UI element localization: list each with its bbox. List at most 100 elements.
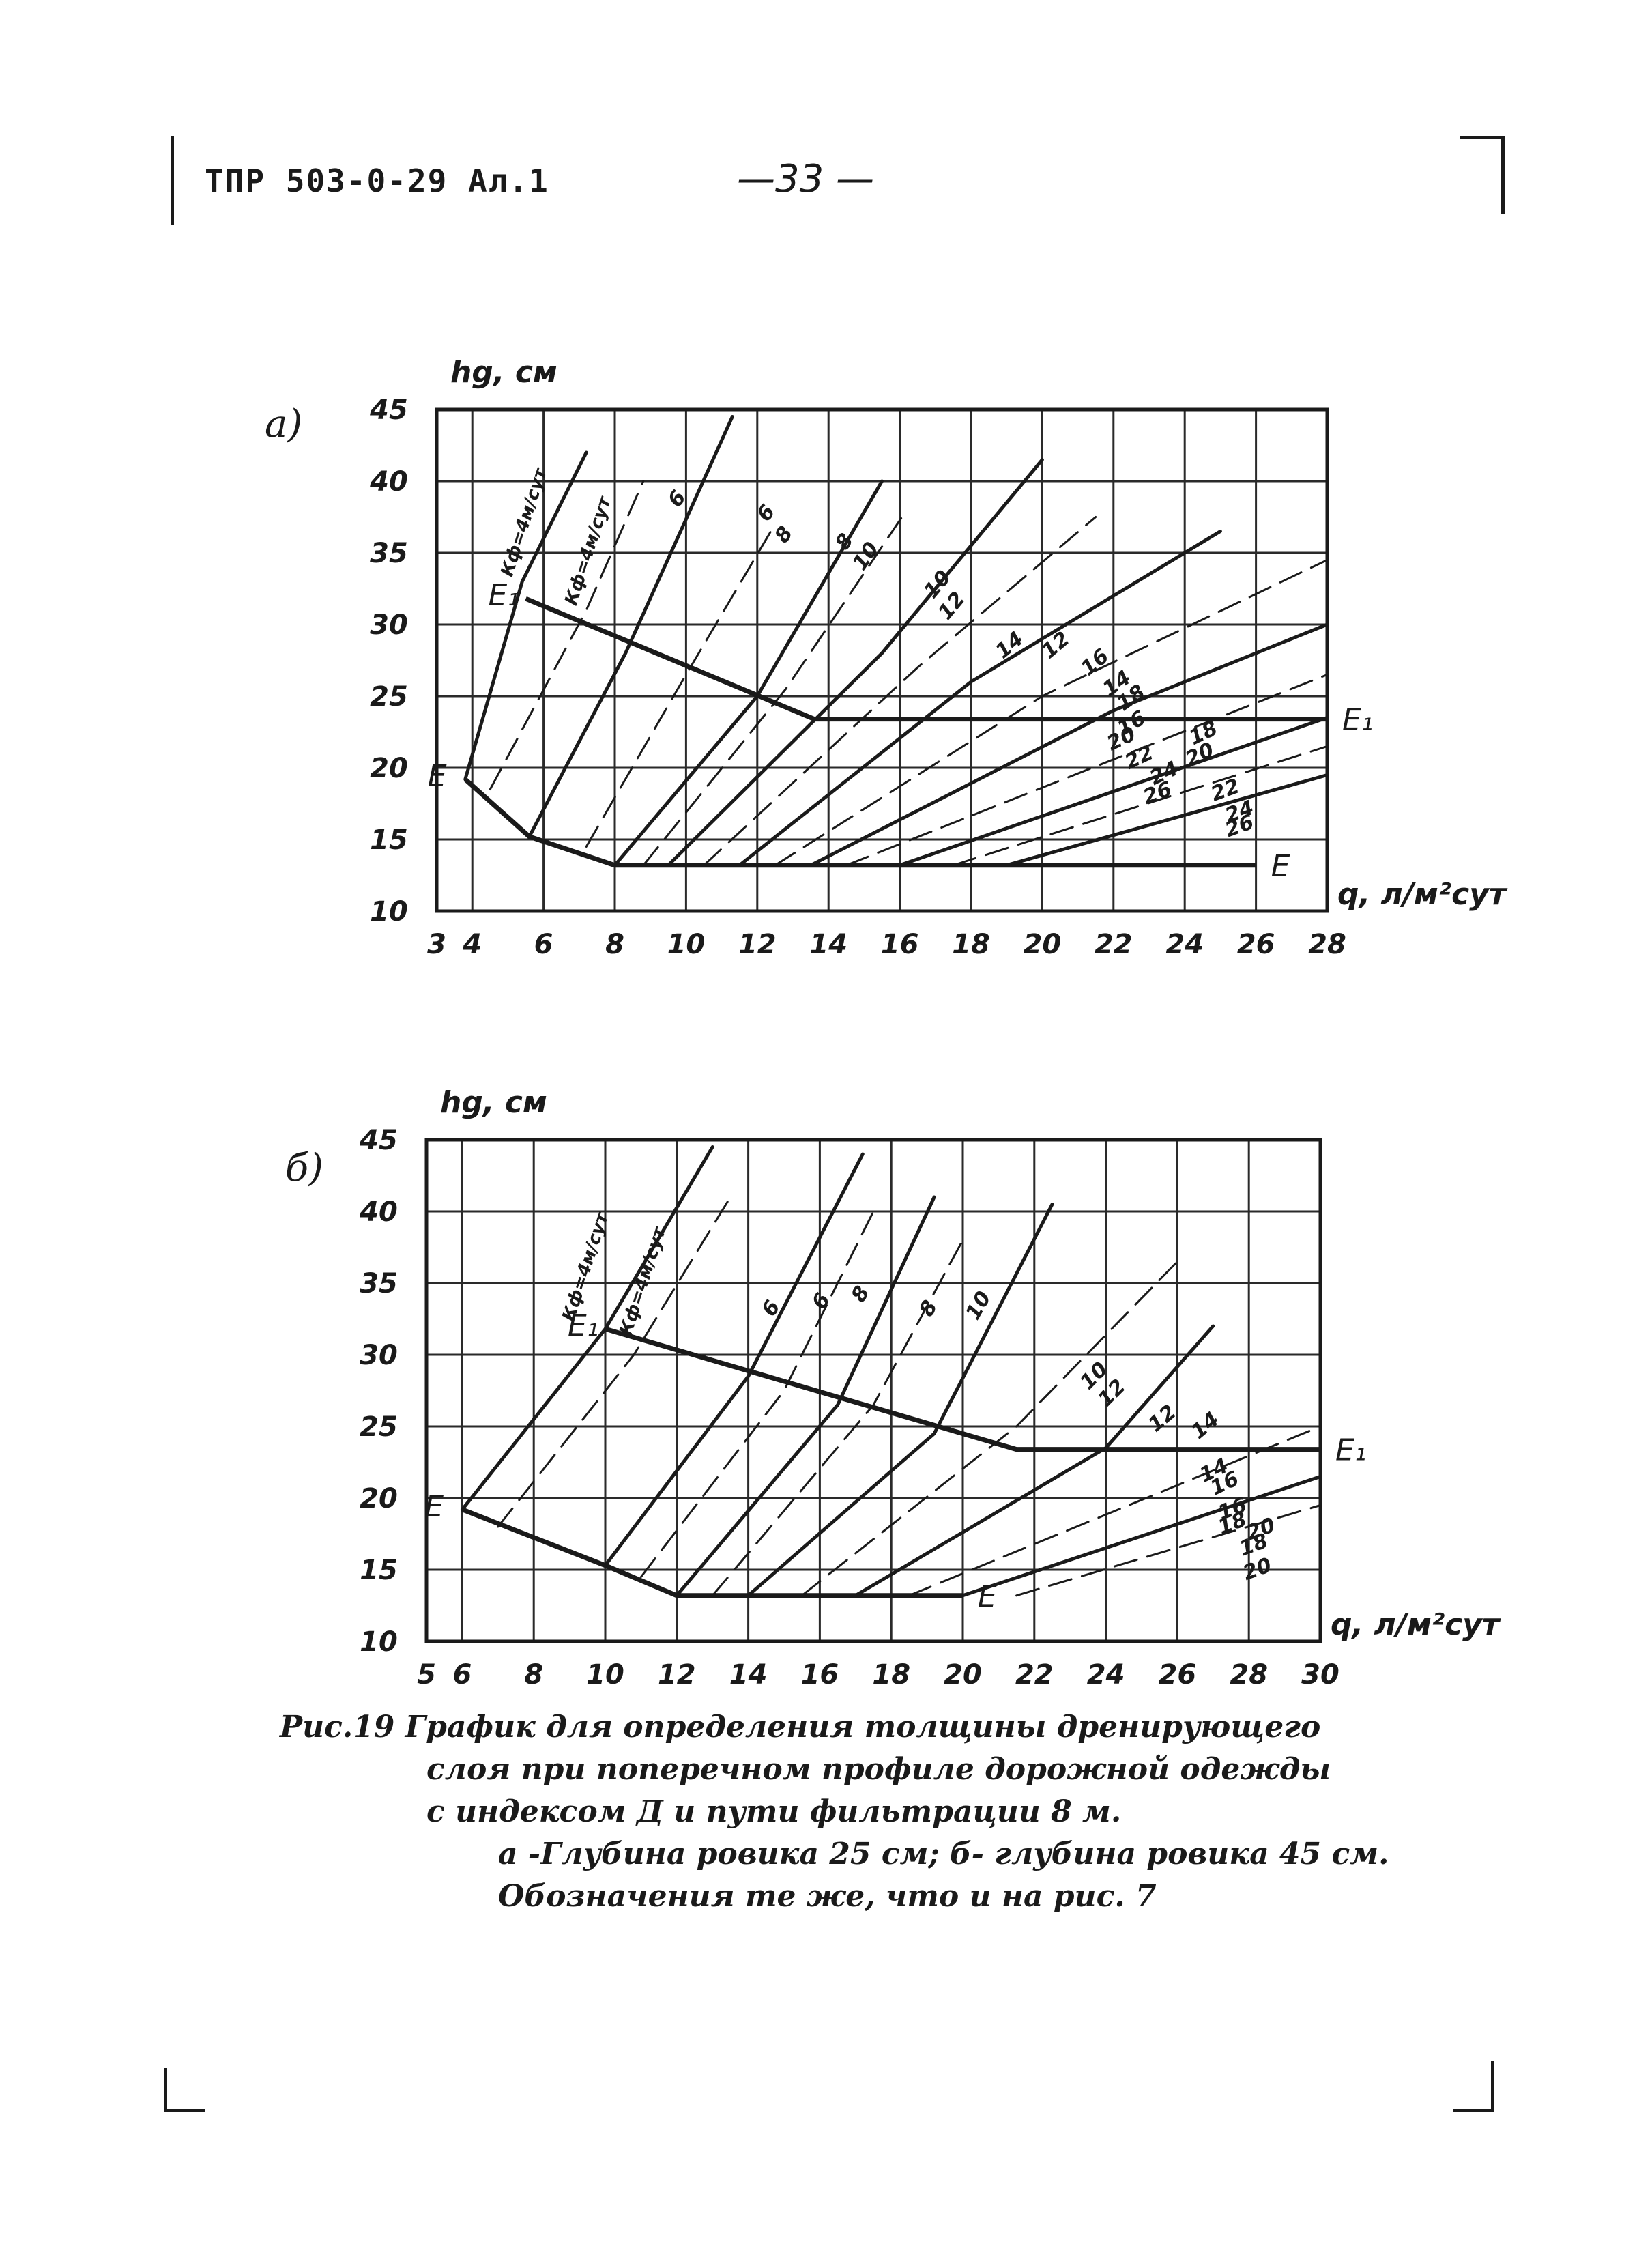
panel-a-series-line-3: [585, 523, 777, 848]
panel-b-xtick-label: 10: [586, 1659, 624, 1691]
panel-a-series-line-0: [463, 450, 588, 781]
panel-b-curve-label-2: 6: [757, 1296, 785, 1321]
caption-line-5: Обозначения те же, что и на рис. 7: [498, 1879, 1157, 1914]
panel-b-series-line-5: [711, 1239, 964, 1597]
panel-b-ytick-label: 30: [360, 1340, 398, 1371]
panel-a-xtick-label: 4: [462, 929, 482, 960]
panel-b-xtick-label: 8: [524, 1659, 543, 1691]
panel-b-series-line-7: [800, 1261, 1178, 1597]
corner-mark-bottom-right: [1453, 2061, 1494, 2112]
panel-a-series-line-14: [1004, 773, 1329, 867]
panel-a-series-line-10: [809, 622, 1329, 867]
corner-mark-bottom-left: [164, 2068, 205, 2112]
panel-b-xtick-label: 28: [1230, 1659, 1268, 1691]
panel-a-xtick-label: 14: [809, 929, 847, 960]
panel-b-frame: [424, 1138, 1322, 1643]
panel-b-boundary-label-end: E: [978, 1579, 997, 1614]
panel-b-xtick-label: 16: [801, 1659, 839, 1691]
panel-b-boundary-label-start: E: [424, 1489, 444, 1524]
panel-b-curve-label-10: 14: [1187, 1407, 1223, 1444]
panel-b-boundary-label-start: E₁: [568, 1308, 598, 1343]
panel-a-ytick-label: 30: [370, 609, 408, 641]
panel-b-ytick-label: 20: [360, 1483, 398, 1514]
chart-a: а) 3 4 6 8 10 12 14 16 18 20 22 24 26 28 10 15 20 25 30 35 40…: [265, 355, 1508, 960]
panel-a-xtick-label: 26: [1237, 929, 1275, 960]
panel-a-xtick-label: 3: [427, 929, 446, 960]
panel-b-boundary-label-end: E₁: [1335, 1433, 1366, 1468]
panel-b-series-line-10: [961, 1475, 1322, 1598]
panel-b-ytick-label: 35: [360, 1268, 398, 1299]
panel-a-boundary-line-0: [525, 596, 1327, 722]
panel-a-ytick-label: 35: [370, 538, 408, 569]
panel-a-xtick-label: 6: [534, 929, 553, 960]
corner-mark-top-left: [171, 136, 222, 225]
panel-b-series-line-9: [908, 1425, 1322, 1597]
panel-b-curve-label-3: 6: [807, 1289, 835, 1314]
panel-a-series-line-8: [738, 530, 1222, 867]
panel-a-series-line-12: [898, 716, 1329, 867]
panel-a-label: а): [265, 402, 302, 446]
panel-b-series-line-3: [639, 1210, 875, 1578]
panel-b-curve-label-1: Кф=4м/сут: [615, 1224, 670, 1338]
panel-b-xtick-label: 12: [658, 1659, 696, 1691]
panel-a-boundary-label-start: E: [428, 759, 447, 794]
panel-a-ytick-label: 25: [370, 681, 408, 713]
caption-line-4: а -Глубина ровика 25 см; б- глубина рови…: [498, 1837, 1389, 1871]
panel-a-xtick-label: 8: [605, 929, 624, 960]
panel-b-xtick-label: 24: [1087, 1659, 1125, 1691]
panel-b-xtick-label: 5: [417, 1659, 436, 1691]
panel-a-xlabel: q, л/м²сут: [1337, 877, 1508, 912]
page-number: —33 —: [737, 157, 875, 201]
panel-b-ytick-label: 45: [359, 1125, 398, 1156]
panel-a-xtick-label: 20: [1024, 929, 1062, 960]
panel-a-xtick-label: 22: [1095, 929, 1133, 960]
panel-b-xlabel: q, л/м²сут: [1331, 1607, 1501, 1642]
panel-b-curve-label-4: 8: [847, 1282, 875, 1306]
panel-a-ytick-label: 20: [370, 753, 408, 784]
caption-line-1: Рис.19 График для определения толщины др…: [280, 1710, 1321, 1744]
panel-a-ytick-label: 45: [369, 394, 408, 426]
panel-a-ylabel: hg, см: [450, 355, 557, 390]
panel-a-series-line-9: [774, 559, 1329, 867]
panel-a-boundary-line-1: [463, 777, 1256, 868]
panel-a-xtick-label: 12: [738, 929, 777, 960]
panel-a-xtick-label: 24: [1165, 929, 1204, 960]
panel-a-series-line-11: [845, 674, 1329, 867]
figure-caption: Рис.19 График для определения толщины др…: [280, 1706, 1474, 1918]
panel-a-boundary-label-end: E₁: [1342, 703, 1373, 738]
panel-a-xtick-label: 18: [952, 929, 990, 960]
panel-b-series-line-1: [497, 1196, 731, 1528]
panel-b-series-line-4: [675, 1195, 936, 1598]
panel-b-ylabel: hg, см: [440, 1085, 547, 1120]
panel-b-series-line-2: [603, 1152, 865, 1568]
panel-b-boundary-line-1: [461, 1507, 963, 1598]
panel-a-series-line-1: [489, 480, 645, 790]
panel-b-ytick-label: 25: [360, 1411, 398, 1443]
panel-b-ytick-label: 10: [360, 1626, 398, 1658]
panel-a-series-line-5: [642, 508, 908, 867]
panel-b-series-line-11: [1015, 1504, 1322, 1597]
panel-a-xtick-label: 10: [667, 929, 706, 960]
panel-a-series-line-2: [527, 415, 734, 839]
panel-b-xtick-label: 20: [944, 1659, 982, 1691]
panel-a-ytick-label: 40: [369, 466, 408, 498]
panel-b-ytick-label: 40: [359, 1196, 398, 1228]
panel-b-xtick-label: 22: [1015, 1659, 1054, 1691]
panel-b-series-line-6: [747, 1203, 1054, 1598]
panel-b-label: б): [285, 1146, 323, 1190]
panel-a-boundary-label-start: E₁: [489, 578, 519, 613]
panel-b-curve-label-6: 10: [961, 1287, 996, 1324]
panel-b-xtick-label: 6: [452, 1659, 472, 1691]
panel-a-xtick-label: 28: [1308, 929, 1346, 960]
panel-a-xtick-label: 16: [881, 929, 919, 960]
panel-a-series-line-7: [703, 516, 1097, 867]
corner-mark-top-right: [1460, 136, 1505, 214]
panel-b-xtick-label: 14: [729, 1659, 768, 1691]
document-code: ТПР 503-0-29 Ал.1: [205, 162, 549, 199]
panel-a-series-line-6: [666, 458, 1044, 867]
panel-b-boundary-line-0: [605, 1326, 1320, 1452]
chart-b: б)5 6 8 10 12 14 16 18 20 22 24 26 28 301015202530354…: [285, 1085, 1501, 1691]
panel-b-curve-label-5: 8: [914, 1296, 942, 1321]
panel-a-boundary-label-end: E: [1271, 849, 1290, 884]
panel-b-xtick-label: 18: [872, 1659, 910, 1691]
